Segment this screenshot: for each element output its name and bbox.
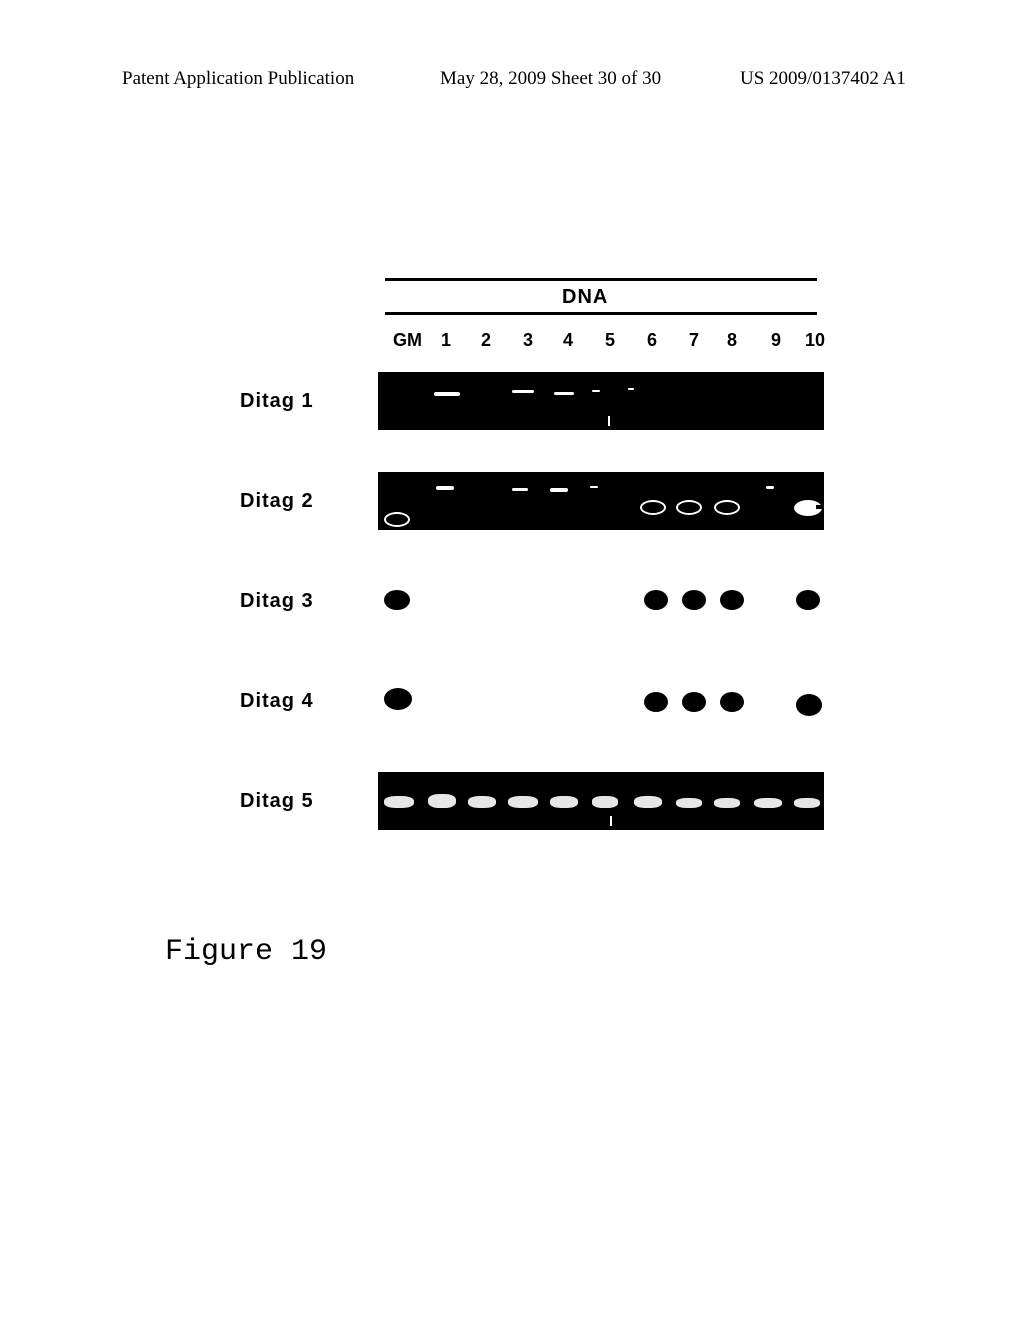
gel-band <box>554 392 574 395</box>
rule-top <box>385 278 817 281</box>
page: Patent Application Publication May 28, 2… <box>0 0 1024 1320</box>
lane-label: 2 <box>481 330 491 351</box>
gel-band <box>794 798 820 808</box>
lane-labels: GM12345678910 <box>385 330 817 354</box>
gel-band <box>590 486 598 488</box>
gel-row: Ditag 1 <box>240 372 860 430</box>
figure-caption: Figure 19 <box>165 935 327 969</box>
gel-band <box>644 692 668 712</box>
lane-label: 4 <box>563 330 573 351</box>
gel-band <box>714 500 740 515</box>
gel-band <box>512 390 534 393</box>
gel-band <box>794 500 822 516</box>
gel-lane-strip <box>378 372 824 430</box>
gel-band <box>634 796 662 808</box>
gel-band <box>610 816 612 826</box>
lane-label: 8 <box>727 330 737 351</box>
header-right: US 2009/0137402 A1 <box>740 68 906 90</box>
gel-lane-strip <box>378 572 824 630</box>
gel-row: Ditag 4 <box>240 672 860 730</box>
lane-label: 10 <box>805 330 825 351</box>
gel-band <box>676 798 702 808</box>
gel-lane-strip <box>378 672 824 730</box>
gel-band <box>644 590 668 610</box>
gel-band <box>384 688 412 710</box>
gel-band <box>508 796 538 808</box>
gel-band <box>796 694 822 716</box>
gel-band <box>720 590 744 610</box>
gel-band <box>640 500 666 515</box>
row-label: Ditag 3 <box>240 590 314 613</box>
lane-label: 6 <box>647 330 657 351</box>
gel-band <box>592 796 618 808</box>
row-label: Ditag 4 <box>240 690 314 713</box>
gel-band <box>754 798 782 808</box>
gel-band <box>592 390 600 392</box>
gel-band <box>676 500 702 515</box>
gel-band <box>434 392 460 396</box>
row-label: Ditag 2 <box>240 490 314 513</box>
gel-band <box>428 794 456 808</box>
header-left: Patent Application Publication <box>122 68 354 90</box>
gel-band <box>436 486 454 490</box>
row-label: Ditag 5 <box>240 790 314 813</box>
gel-band <box>796 590 820 610</box>
gel-lane-strip <box>378 772 824 830</box>
lane-label: 5 <box>605 330 615 351</box>
gel-row: Ditag 5 <box>240 772 860 830</box>
gel-band <box>550 488 568 492</box>
gel-band <box>608 416 610 426</box>
lane-label: 3 <box>523 330 533 351</box>
dna-title: DNA <box>562 286 608 309</box>
gel-band <box>468 796 496 808</box>
lane-label: GM <box>393 330 422 351</box>
gel-band <box>714 798 740 808</box>
rule-bottom <box>385 312 817 315</box>
gel-band <box>682 692 706 712</box>
gel-band <box>550 796 578 808</box>
gel-row: Ditag 2 <box>240 472 860 530</box>
header-center: May 28, 2009 Sheet 30 of 30 <box>440 68 661 90</box>
gel-band <box>384 590 410 610</box>
gel-lane-strip <box>378 472 824 530</box>
row-label: Ditag 1 <box>240 390 314 413</box>
lane-label: 9 <box>771 330 781 351</box>
lane-label: 1 <box>441 330 451 351</box>
gel-row: Ditag 3 <box>240 572 860 630</box>
gel-band <box>720 692 744 712</box>
gel-band <box>766 486 774 489</box>
gel-band <box>682 590 706 610</box>
gel-band <box>384 512 410 527</box>
gel-band <box>384 796 414 808</box>
gel-band <box>512 488 528 491</box>
gel-band <box>628 388 634 390</box>
lane-label: 7 <box>689 330 699 351</box>
